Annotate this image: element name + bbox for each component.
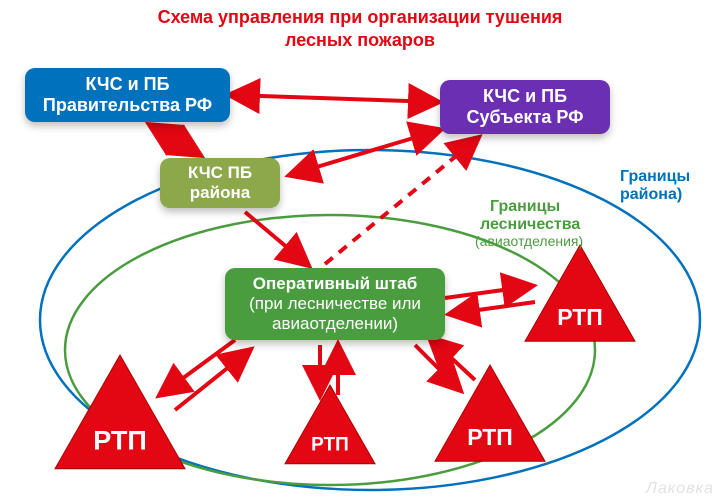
node-gov-line1: КЧС и ПБ	[85, 74, 169, 95]
label-district-text: Границырайона)	[620, 168, 690, 203]
label-forest-3: (авиаотделения)	[475, 233, 583, 249]
label-district-boundary: Границырайона)	[620, 168, 690, 204]
node-gov-line2: Правительства РФ	[43, 95, 212, 116]
node-subject: КЧС и ПБ Субъекта РФ	[440, 80, 610, 134]
rtp-label-0: РТП	[557, 304, 603, 330]
node-district-line1: КЧС ПБ	[188, 163, 252, 183]
label-forest-1: Границы	[490, 198, 560, 216]
title-text: Схема управления при организации тушения…	[158, 7, 563, 50]
node-subject-line1: КЧС и ПБ	[483, 86, 567, 107]
diagram-stage: Схема управления при организации тушения…	[0, 0, 720, 500]
node-hq-line3: авиаотделении)	[272, 314, 398, 334]
watermark: Лаковка	[646, 480, 714, 498]
rtp-label-3: РТП	[467, 424, 513, 450]
rtp-label-1: РТП	[93, 425, 147, 455]
node-hq-line1: Оперативный штаб	[253, 274, 417, 294]
diagram-title: Схема управления при организации тушения…	[0, 6, 720, 51]
node-gov: КЧС и ПБ Правительства РФ	[25, 68, 230, 122]
node-district-line2: района	[190, 183, 250, 203]
label-forest-2: лесничества	[480, 216, 580, 234]
node-district: КЧС ПБ района	[160, 158, 280, 208]
rtp-label-2: РТП	[311, 434, 349, 455]
node-hq-line2: (при лесничестве или	[249, 294, 421, 314]
node-hq: Оперативный штаб (при лесничестве или ав…	[225, 268, 445, 340]
node-subject-line2: Субъекта РФ	[467, 107, 584, 128]
